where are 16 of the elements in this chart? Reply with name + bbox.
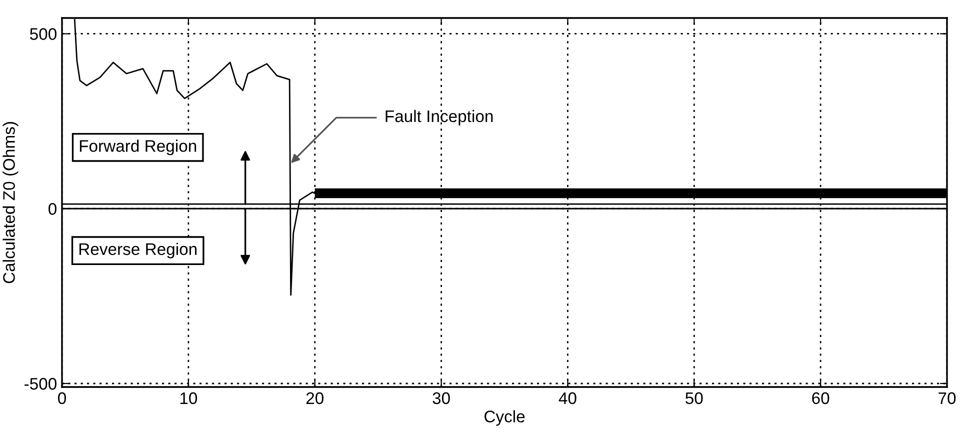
annotation: Forward Region	[80, 140, 196, 156]
y-axis-title: Calculated Z0 (Ohms)	[2, 122, 18, 284]
y-tick-label: 0	[48, 203, 56, 215]
x-tick-label: 10	[180, 392, 198, 404]
annotation: Reverse Region	[79, 242, 197, 258]
x-axis-title: Cycle	[484, 410, 525, 426]
x-tick-label: 30	[432, 392, 450, 404]
y-tick-label: -500	[24, 378, 56, 390]
x-tick-label: 50	[686, 392, 703, 404]
x-tick-label: 70	[938, 392, 956, 404]
x-tick-label: 0	[58, 392, 66, 404]
x-tick-label: 20	[306, 392, 324, 404]
y-tick-label: 500	[30, 28, 56, 40]
annotation: Fault Inception	[386, 110, 493, 126]
x-tick-label: 40	[558, 392, 576, 404]
x-tick-label: 60	[812, 392, 830, 404]
